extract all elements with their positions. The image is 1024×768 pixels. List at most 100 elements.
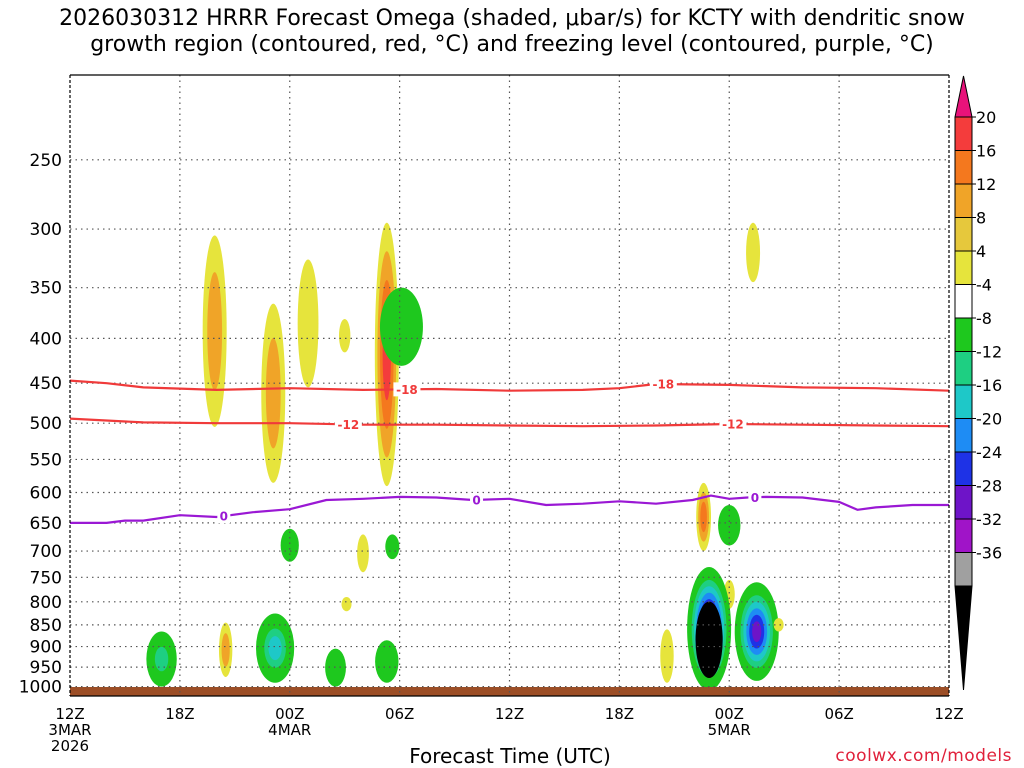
- colorbar-box-13: [954, 518, 973, 553]
- omega-downward-feature-7: [280, 528, 299, 562]
- contour-label-bg: [748, 490, 762, 505]
- contour-label-bg: [217, 509, 231, 524]
- y-tick-label-650: 650: [30, 514, 62, 534]
- omega-upward-feature-1: [202, 235, 227, 427]
- omega-level-minus-8: [388, 302, 415, 351]
- x-tick-label-hour-12-line-2: 4MAR: [268, 721, 311, 739]
- contour-label-bg: [719, 417, 747, 432]
- omega-level-minus-8: [329, 655, 342, 680]
- omega-level-4: [773, 618, 784, 632]
- credit-link[interactable]: coolwx.com/models: [835, 746, 1012, 766]
- colorbar-box-11: [954, 451, 973, 486]
- y-tick-label-250: 250: [30, 151, 62, 171]
- colorbar-bottom-arrow: [954, 585, 973, 691]
- y-tick-label-300: 300: [30, 220, 62, 240]
- colorbar-box-2: [954, 150, 973, 185]
- omega-level-12: [700, 501, 707, 533]
- y-tick-label-850: 850: [30, 616, 62, 636]
- contour-label-freezing-level-1: 0: [220, 510, 228, 524]
- x-tick-label-hour-0-line-2: 3MAR: [48, 721, 91, 739]
- x-axis-label: Forecast Time (UTC): [409, 744, 611, 768]
- omega-upward-feature-19: [660, 629, 674, 683]
- omega-downward-feature-13: [256, 613, 295, 683]
- colorbar-box-5: [954, 250, 973, 285]
- omega-upward-feature-4: [338, 318, 351, 353]
- omega-level-4: [357, 534, 369, 573]
- x-tick-label-hour-36-line-2: 5MAR: [708, 721, 751, 739]
- y-tick-label-600: 600: [30, 483, 62, 503]
- y-tick-label-450: 450: [30, 374, 62, 394]
- omega-upward-feature-3: [297, 259, 319, 388]
- colorbar-label-2: 16: [976, 142, 996, 161]
- x-tick-label-hour-0-line-1: 12Z: [55, 705, 84, 723]
- omega-downward-feature-14: [325, 648, 346, 687]
- x-tick-label-hour-12-line-1: 00Z: [275, 705, 304, 723]
- colorbar-box-14: [954, 552, 973, 587]
- omega-upward-feature-16: [696, 482, 712, 552]
- colorbar-top-arrow: [954, 75, 973, 118]
- colorbar-box-6: [954, 284, 973, 319]
- x-tick-label-hour-0-line-3: 2026: [51, 737, 89, 755]
- omega-level-minus-8: [379, 648, 395, 675]
- colorbar-label-12: -28: [976, 477, 1002, 496]
- title-line-1: 2026030312 HRRR Forecast Omega (shaded, …: [59, 6, 965, 31]
- omega-level-minus-36-core: [695, 601, 723, 679]
- omega-upward-feature-22: [773, 618, 784, 632]
- x-tick-label-hour-42-line-1: 06Z: [824, 705, 853, 723]
- colorbar-label-6: -4: [976, 276, 992, 295]
- contour-label-bg: [470, 492, 484, 507]
- colorbar-label-4: 8: [976, 209, 986, 228]
- omega-level-4: [341, 597, 352, 612]
- omega-upward-feature-12: [218, 622, 233, 678]
- y-tick-label-700: 700: [30, 542, 62, 562]
- colorbar-label-8: -12: [976, 343, 1002, 362]
- colorbar-label-5: 4: [976, 242, 986, 261]
- colorbar-label-14: -36: [976, 544, 1002, 563]
- contour-label-freezing-level-3: 0: [751, 491, 759, 505]
- contour-label-dendritic-top-1: -18: [396, 383, 418, 397]
- y-tick-label-950: 950: [30, 658, 62, 678]
- colorbar-box-1: [954, 116, 973, 151]
- y-tick-label-350: 350: [30, 279, 62, 299]
- omega-level-minus-8: [722, 512, 737, 538]
- contour-label-bg: [649, 377, 677, 392]
- colorbar-box-9: [954, 384, 973, 419]
- colorbar-label-13: -32: [976, 510, 1002, 529]
- x-tick-label-hour-18-line-1: 06Z: [385, 705, 414, 723]
- colorbar-box-10: [954, 418, 973, 453]
- omega-upward-feature-2: [261, 303, 286, 483]
- x-tick-label-hour-36-line-1: 00Z: [715, 705, 744, 723]
- contour-label-bg: [393, 382, 421, 397]
- omega-level-4: [660, 629, 674, 683]
- colorbar-label-3: 12: [976, 175, 996, 194]
- colorbar-label-9: -16: [976, 376, 1002, 395]
- omega-level-8: [221, 633, 230, 667]
- omega-downward-feature-17: [718, 504, 741, 546]
- omega-upward-feature-8: [357, 534, 369, 573]
- x-tick-label-hour-6-line-1: 18Z: [165, 705, 194, 723]
- contour-dendritic-top: [70, 379, 949, 392]
- omega-level-minus-16: [268, 636, 282, 661]
- omega-level-minus-12: [154, 646, 169, 672]
- contour-label-freezing-level-2: 0: [472, 493, 480, 507]
- colorbar-label-1: 20: [976, 108, 996, 127]
- y-tick-label-500: 500: [30, 414, 62, 434]
- omega-downward-feature-20: [687, 567, 732, 691]
- omega-level-8: [207, 272, 223, 391]
- contour-label-dendritic-top-2: -18: [652, 378, 674, 392]
- x-tick-label-hour-24-line-1: 12Z: [495, 705, 524, 723]
- omega-downward-feature-9: [385, 534, 400, 560]
- colorbar-label-11: -24: [976, 443, 1002, 462]
- y-tick-label-550: 550: [30, 450, 62, 470]
- y-tick-label-400: 400: [30, 329, 62, 349]
- omega-downward-feature-11: [146, 631, 177, 687]
- colorbar-box-3: [954, 183, 973, 218]
- colorbar-box-12: [954, 485, 973, 520]
- omega-downward-feature-15: [375, 640, 399, 683]
- y-tick-label-1000: 1000: [19, 678, 62, 698]
- omega-level-minus-28: [752, 621, 762, 642]
- chart-title: 2026030312 HRRR Forecast Omega (shaded, …: [0, 6, 1024, 58]
- y-tick-label-750: 750: [30, 568, 62, 588]
- colorbar-box-7: [954, 317, 973, 352]
